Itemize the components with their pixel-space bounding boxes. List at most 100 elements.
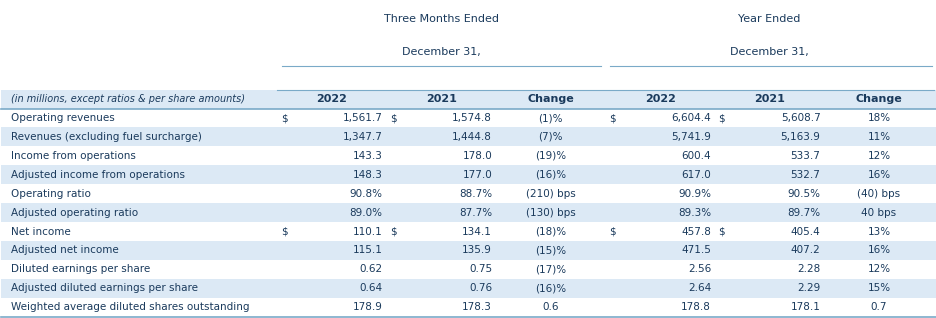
Text: 178.8: 178.8	[680, 302, 710, 312]
Text: (40) bps: (40) bps	[856, 189, 899, 199]
Text: 12%: 12%	[867, 151, 889, 161]
Text: Adjusted income from operations: Adjusted income from operations	[10, 170, 184, 180]
Bar	[1, 146, 935, 165]
Text: 0.7: 0.7	[870, 302, 886, 312]
Text: (1)%: (1)%	[538, 113, 563, 123]
Text: 2022: 2022	[316, 94, 346, 104]
Text: 617.0: 617.0	[680, 170, 710, 180]
Text: 87.7%: 87.7%	[459, 208, 491, 218]
Text: (130) bps: (130) bps	[525, 208, 575, 218]
Text: 88.7%: 88.7%	[459, 189, 491, 199]
Text: Change: Change	[527, 94, 574, 104]
Text: 407.2: 407.2	[790, 245, 820, 255]
Text: (18)%: (18)%	[534, 226, 565, 237]
Bar	[1, 165, 935, 184]
Text: 90.8%: 90.8%	[349, 189, 382, 199]
Text: $: $	[608, 226, 615, 237]
Text: 13%: 13%	[867, 226, 889, 237]
Bar	[1, 279, 935, 298]
Text: 0.62: 0.62	[359, 264, 382, 274]
Text: 600.4: 600.4	[680, 151, 710, 161]
Text: Year Ended: Year Ended	[738, 14, 800, 24]
Text: Change: Change	[855, 94, 901, 104]
Text: 471.5: 471.5	[680, 245, 710, 255]
Text: 0.76: 0.76	[469, 283, 491, 293]
Text: 2022: 2022	[644, 94, 675, 104]
Text: $: $	[718, 113, 724, 123]
Text: 143.3: 143.3	[353, 151, 382, 161]
Text: Weighted average diluted shares outstanding: Weighted average diluted shares outstand…	[10, 302, 249, 312]
Text: 178.3: 178.3	[461, 302, 491, 312]
Text: Revenues (excluding fuel surcharge): Revenues (excluding fuel surcharge)	[10, 132, 201, 142]
Text: (15)%: (15)%	[534, 245, 565, 255]
Bar	[1, 203, 935, 222]
Text: (16)%: (16)%	[534, 283, 565, 293]
Text: 2.56: 2.56	[687, 264, 710, 274]
Text: 2.28: 2.28	[797, 264, 820, 274]
Text: 5,163.9: 5,163.9	[780, 132, 820, 142]
Text: Net income: Net income	[10, 226, 70, 237]
Text: 16%: 16%	[867, 245, 889, 255]
Text: 115.1: 115.1	[353, 245, 382, 255]
Bar	[1, 184, 935, 203]
Text: 89.0%: 89.0%	[349, 208, 382, 218]
Text: 11%: 11%	[867, 132, 889, 142]
Text: Operating ratio: Operating ratio	[10, 189, 91, 199]
Text: $: $	[608, 113, 615, 123]
Text: (210) bps: (210) bps	[525, 189, 575, 199]
Text: (7)%: (7)%	[538, 132, 563, 142]
Text: 2.64: 2.64	[687, 283, 710, 293]
Text: 178.0: 178.0	[462, 151, 491, 161]
Text: Three Months Ended: Three Months Ended	[383, 14, 498, 24]
Text: 1,561.7: 1,561.7	[343, 113, 382, 123]
Text: Adjusted net income: Adjusted net income	[10, 245, 118, 255]
Bar	[1, 1, 935, 90]
Text: 178.1: 178.1	[790, 302, 820, 312]
Text: $: $	[389, 113, 396, 123]
Text: December 31,: December 31,	[402, 47, 480, 57]
Text: 148.3: 148.3	[353, 170, 382, 180]
Text: 2021: 2021	[425, 94, 456, 104]
Bar	[1, 298, 935, 317]
Bar	[1, 90, 935, 108]
Text: (16)%: (16)%	[534, 170, 565, 180]
Text: 135.9: 135.9	[461, 245, 491, 255]
Bar	[1, 108, 935, 128]
Text: 178.9: 178.9	[353, 302, 382, 312]
Text: 0.75: 0.75	[469, 264, 491, 274]
Text: 15%: 15%	[867, 283, 889, 293]
Text: $: $	[389, 226, 396, 237]
Text: 89.3%: 89.3%	[678, 208, 710, 218]
Text: Adjusted diluted earnings per share: Adjusted diluted earnings per share	[10, 283, 197, 293]
Text: $: $	[718, 226, 724, 237]
Text: $: $	[281, 226, 287, 237]
Text: $: $	[281, 113, 287, 123]
Text: 1,444.8: 1,444.8	[452, 132, 491, 142]
Bar	[1, 222, 935, 241]
Text: 12%: 12%	[867, 264, 889, 274]
Text: December 31,: December 31,	[729, 47, 808, 57]
Text: 5,608.7: 5,608.7	[780, 113, 820, 123]
Text: (in millions, except ratios & per share amounts): (in millions, except ratios & per share …	[10, 94, 244, 104]
Text: 18%: 18%	[867, 113, 889, 123]
Text: Adjusted operating ratio: Adjusted operating ratio	[10, 208, 138, 218]
Text: 6,604.4: 6,604.4	[670, 113, 710, 123]
Text: 5,741.9: 5,741.9	[670, 132, 710, 142]
Text: 16%: 16%	[867, 170, 889, 180]
Text: 405.4: 405.4	[790, 226, 820, 237]
Text: (17)%: (17)%	[534, 264, 565, 274]
Text: 1,347.7: 1,347.7	[343, 132, 382, 142]
Text: (19)%: (19)%	[534, 151, 565, 161]
Text: 532.7: 532.7	[790, 170, 820, 180]
Text: 533.7: 533.7	[790, 151, 820, 161]
Bar	[1, 241, 935, 260]
Text: 0.64: 0.64	[359, 283, 382, 293]
Bar	[1, 128, 935, 146]
Text: 134.1: 134.1	[461, 226, 491, 237]
Text: 40 bps: 40 bps	[860, 208, 896, 218]
Text: 457.8: 457.8	[680, 226, 710, 237]
Text: 0.6: 0.6	[542, 302, 558, 312]
Text: 89.7%: 89.7%	[786, 208, 820, 218]
Text: Diluted earnings per share: Diluted earnings per share	[10, 264, 150, 274]
Text: Operating revenues: Operating revenues	[10, 113, 114, 123]
